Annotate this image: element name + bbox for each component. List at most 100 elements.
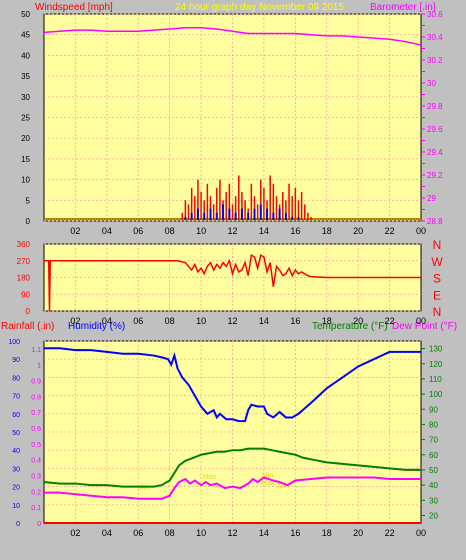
direction-tick-label: 360 (17, 240, 31, 249)
humidity-tick-label: 50 (12, 430, 20, 437)
rainfall-tick-label: 0.4 (31, 458, 41, 465)
barometer-tick-label: 29.4 (427, 148, 443, 157)
p2-x-tick-label: 16 (290, 316, 300, 326)
p1-x-tick-label: 02 (70, 226, 80, 236)
temperature-line (43, 447, 421, 488)
windspeed-axis-label: Windspeed [mph] (35, 2, 113, 13)
p3-x-tick-label: 06 (133, 528, 143, 538)
p3-x-tick-label: 10 (196, 528, 206, 538)
humidity-tick-label: 60 (12, 412, 20, 419)
compass-label: S (433, 272, 441, 286)
p3-x-tick-label: 04 (102, 528, 112, 538)
temperature-tick-label: 50 (429, 466, 438, 475)
p2-x-tick-label: 04 (102, 316, 112, 326)
humidity-tick-label: 90 (12, 357, 20, 364)
direction-tick-label: 180 (17, 274, 31, 283)
p1-x-tick-label: 10 (196, 226, 206, 236)
barometer-tick-label: 29.6 (427, 125, 443, 134)
compass-label: W (431, 255, 443, 269)
barometer-tick-label: 29 (427, 194, 436, 203)
p2-x-tick-label: 00 (416, 316, 426, 326)
temperature-tick-label: 60 (429, 451, 438, 460)
dewpoint-axis-label: Dew Point (°F) (392, 321, 457, 332)
temperature-tick-label: 120 (429, 360, 443, 369)
min-max-annotation: Max. (261, 480, 276, 487)
p1-x-tick-label: 18 (322, 226, 332, 236)
humidity-tick-label: 40 (12, 448, 20, 455)
humidity-line (44, 347, 421, 423)
p3-x-tick-label: 08 (165, 528, 175, 538)
temperature-tick-label: 100 (429, 390, 443, 399)
chart-title: 24 hour graph day November 09 2015 (175, 2, 344, 13)
windspeed-tick-label: 35 (21, 72, 30, 81)
barometer-tick-label: 28.8 (427, 217, 443, 226)
p2-x-tick-label: 02 (70, 316, 80, 326)
rainfall-tick-label: 0.5 (31, 442, 41, 449)
rainfall-tick-label: 0.8 (31, 394, 41, 401)
p1-x-tick-label: 08 (165, 226, 175, 236)
windspeed-tick-label: 10 (21, 176, 30, 185)
p1-x-tick-label: 04 (102, 226, 112, 236)
temperature-tick-label: 70 (429, 436, 438, 445)
p2-x-tick-label: 22 (385, 316, 395, 326)
rainfall-tick-label: 0.9 (31, 379, 41, 386)
p3-x-tick-label: 20 (353, 528, 363, 538)
temperature-tick-label: 30 (429, 496, 438, 505)
windspeed-tick-label: 45 (21, 31, 30, 40)
windspeed-tick-label: 15 (21, 155, 30, 164)
temperature-tick-label: 110 (429, 375, 442, 384)
p3-x-tick-label: 16 (290, 528, 300, 538)
p2-x-tick-label: 10 (196, 316, 206, 326)
temperature-tick-label: 20 (429, 511, 438, 520)
p1-x-tick-label: 12 (227, 226, 237, 236)
barometer-line (43, 27, 422, 46)
min-max-annotation: Min. (262, 473, 275, 480)
direction-tick-label: 0 (26, 307, 31, 316)
windspeed-tick-label: 5 (26, 196, 31, 205)
direction-tick-label: 270 (17, 257, 31, 266)
p1-x-tick-label: 14 (259, 226, 269, 236)
rainfall-tick-label: 0.7 (31, 410, 41, 417)
p2-x-tick-label: 08 (165, 316, 175, 326)
windspeed-tick-label: 20 (21, 134, 30, 143)
compass-label: N (433, 238, 442, 252)
p1-x-tick-label: 00 (416, 226, 426, 236)
rainfall-tick-label: 0 (37, 521, 41, 528)
dew-point-line (44, 476, 421, 500)
p2-x-tick-label: 12 (227, 316, 237, 326)
chart-layer: 0510152025303540455028.82929.229.429.629… (8, 10, 443, 538)
humidity-tick-label: 80 (12, 375, 20, 382)
p1-x-tick-label: 20 (353, 226, 363, 236)
barometer-tick-label: 30.4 (427, 33, 443, 42)
direction-tick-label: 90 (21, 290, 30, 299)
humidity-tick-label: 10 (12, 503, 20, 510)
temperature-tick-label: 90 (429, 405, 438, 414)
windspeed-tick-label: 30 (21, 93, 30, 102)
rainfall-tick-label: 0.2 (31, 489, 41, 496)
windspeed-tick-label: 25 (21, 114, 30, 123)
temperature-tick-label: 130 (429, 345, 443, 354)
barometer-axis-label: Barometer [.in] (370, 2, 436, 13)
barometer-tick-label: 30.6 (427, 10, 443, 19)
humidity-tick-label: 100 (8, 339, 20, 346)
p3-x-tick-label: 22 (385, 528, 395, 538)
humidity-axis-label: Humidity (%) (68, 321, 125, 332)
rainfall-tick-label: 0.6 (31, 426, 41, 433)
min-max-annotation: Min. (278, 483, 291, 490)
min-max-annotation: Max. (203, 474, 218, 481)
windspeed-tick-label: 40 (21, 51, 30, 60)
humidity-tick-label: 70 (12, 394, 20, 401)
humidity-tick-label: 0 (16, 521, 20, 528)
p1-x-tick-label: 06 (133, 226, 143, 236)
humidity-tick-label: 30 (12, 466, 20, 473)
barometer-tick-label: 30 (427, 79, 436, 88)
p2-x-tick-label: 20 (353, 316, 363, 326)
rainfall-axis-label: Rainfall (.in) (1, 321, 54, 332)
compass-label: N (433, 305, 442, 319)
rainfall-tick-label: 0.1 (31, 505, 41, 512)
barometer-tick-label: 30.2 (427, 56, 443, 65)
humidity-tick-label: 20 (12, 485, 20, 492)
p2-x-tick-label: 06 (133, 316, 143, 326)
